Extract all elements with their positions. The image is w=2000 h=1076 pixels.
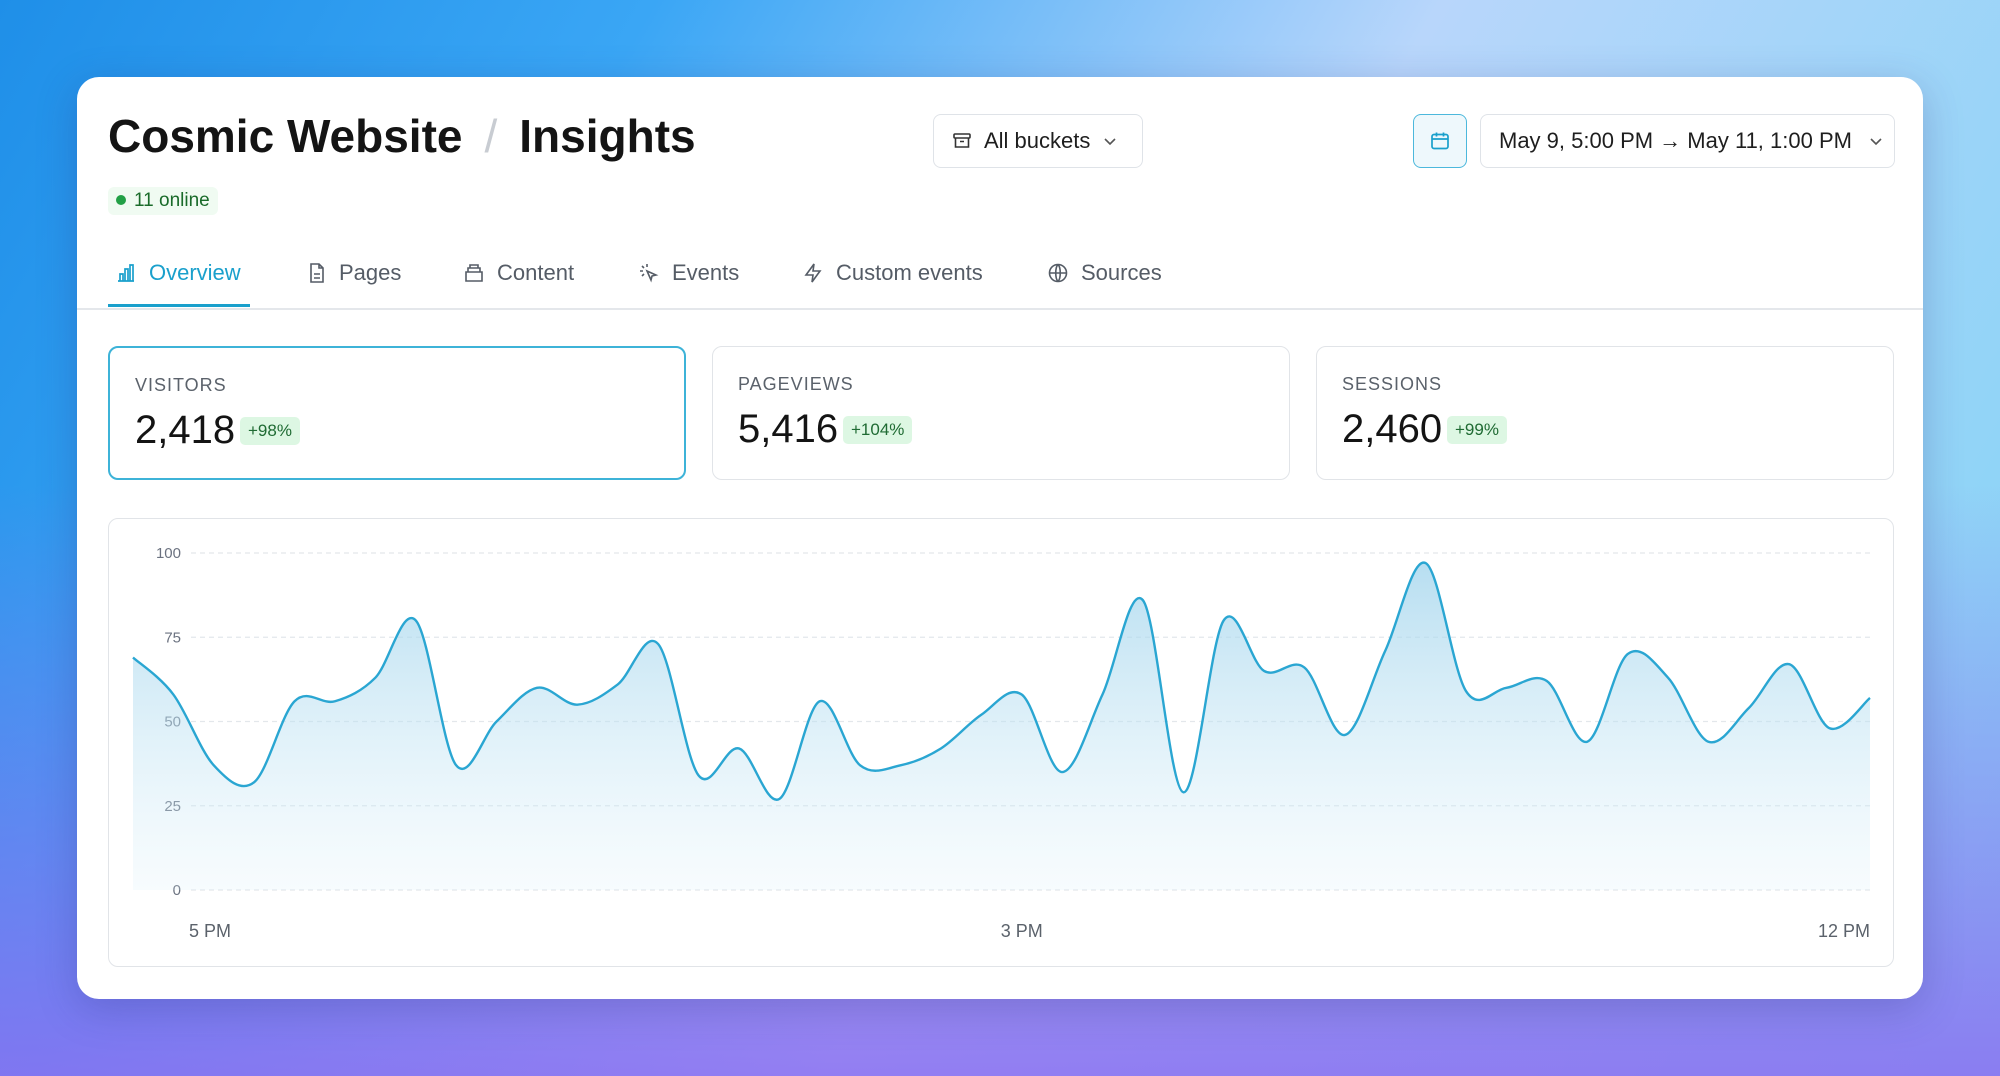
stat-label: VISITORS [135,375,227,395]
tab-label: Custom events [836,260,983,285]
stat-value: 2,460 [1342,407,1443,451]
tab-label: Pages [339,260,402,285]
page-title: Cosmic Website / Insights [108,109,696,163]
stat-change: +98% [240,417,300,445]
stat-value: 2,418 [135,408,236,452]
tab-label: Overview [149,260,241,285]
stat-change: +104% [843,416,913,444]
active-tab-indicator [108,304,250,307]
tab[interactable]: Events [638,260,739,286]
stat-label: PAGEVIEWS [738,374,854,394]
stat-value: 5,416 [738,407,839,451]
online-count: 11 online [134,190,210,211]
x-tick-label: 12 PM [1818,921,1870,941]
tab-label: Events [672,260,740,285]
tab-label: Content [497,260,575,285]
x-tick-label: 3 PM [1001,921,1043,941]
stat-card[interactable]: PAGEVIEWS 5,416 +104% [712,346,1290,480]
divider [77,308,1923,310]
y-tick-label: 100 [156,545,181,562]
bucket-select[interactable]: All buckets [933,114,1143,168]
tab-label: Sources [1081,260,1162,285]
tab[interactable]: Content [463,260,574,286]
bucket-label: All buckets [984,128,1091,153]
date-range-label: May 9, 5:00 PM → May 11, 1:00 PM [1499,128,1852,153]
x-tick-label: 5 PM [189,921,231,941]
date-range-select[interactable]: May 9, 5:00 PM → May 11, 1:00 PM [1480,114,1895,168]
stat-card[interactable]: SESSIONS 2,460 +99% [1316,346,1894,480]
tab[interactable]: Pages [307,260,401,286]
tab[interactable]: Overview [115,260,241,286]
line [132,561,1871,801]
y-tick-label: 0 [173,882,181,899]
calendar-button[interactable] [1413,114,1467,168]
area-fill [133,562,1870,890]
dashboard-card: Cosmic Website / Insights 11 online All bu… [77,77,1923,999]
y-tick-label: 75 [164,629,181,646]
site-name[interactable]: Cosmic Website [108,110,463,162]
stat-change: +99% [1447,416,1507,444]
stat-card[interactable]: VISITORS 2,418 +98% [108,346,686,480]
tab[interactable]: Sources [1047,260,1162,286]
section-name: Insights [519,110,696,162]
separator: / [484,110,498,162]
online-badge: 11 online [108,187,218,215]
stat-label: SESSIONS [1342,374,1443,394]
tab[interactable]: Custom events [802,260,983,286]
